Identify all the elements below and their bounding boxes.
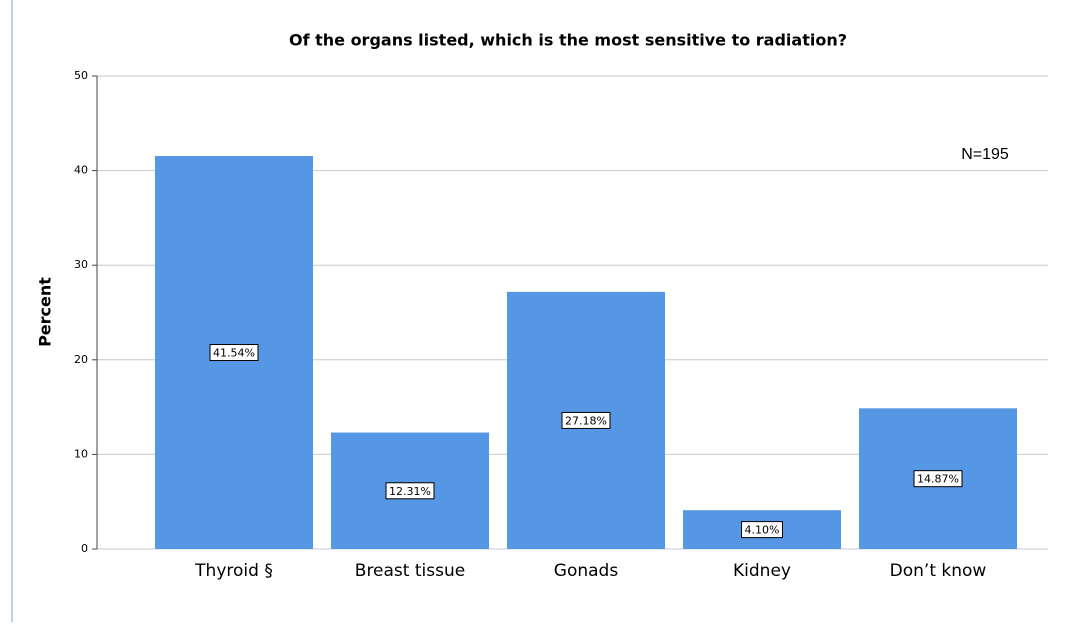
- value-label-box: [561, 411, 611, 429]
- value-label-box: [209, 344, 259, 362]
- value-label: 14.87%: [917, 473, 959, 486]
- annotation: N=195: [961, 146, 1009, 163]
- x-tick-label: Breast tissue: [355, 561, 465, 581]
- y-tick-label: 10: [74, 447, 88, 460]
- value-label: 12.31%: [389, 485, 431, 498]
- value-label-box: [385, 482, 435, 500]
- x-tick-label: Thyroid §: [194, 561, 273, 581]
- value-label-box: [913, 470, 963, 488]
- value-label: 41.54%: [213, 347, 255, 360]
- y-tick-label: 30: [74, 258, 88, 271]
- y-tick-label: 50: [74, 69, 88, 82]
- x-tick-label: Don’t know: [890, 561, 987, 581]
- x-tick-label: Gonads: [554, 561, 619, 581]
- chart-title: Of the organs listed, which is the most …: [289, 31, 847, 50]
- y-tick-label: 40: [74, 164, 88, 177]
- y-tick-label: 0: [81, 542, 88, 555]
- y-tick-label: 20: [74, 353, 88, 366]
- y-axis-label: Percent: [36, 277, 55, 347]
- value-label-box: [741, 521, 783, 539]
- value-label: 27.18%: [565, 414, 607, 427]
- value-label: 4.10%: [745, 524, 780, 537]
- x-tick-label: Kidney: [733, 561, 791, 581]
